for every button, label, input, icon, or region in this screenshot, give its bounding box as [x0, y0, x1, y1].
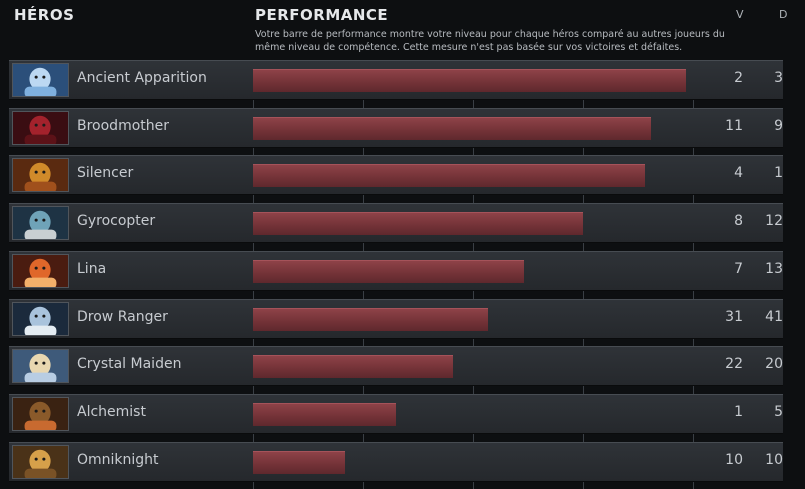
losses-count: 13: [765, 260, 783, 277]
performance-column-header[interactable]: PERFORMANCE: [255, 6, 389, 24]
heroes-column-header[interactable]: HÉROS: [14, 6, 75, 24]
losses-count: 3: [774, 70, 783, 86]
hero-row[interactable]: Ancient Apparition 2 3: [9, 60, 783, 99]
hero-portrait: [12, 444, 69, 479]
performance-bar: [253, 402, 396, 426]
losses-count: 41: [765, 308, 783, 325]
hero-name[interactable]: Lina: [77, 260, 107, 277]
wins-count: 11: [725, 117, 743, 134]
wins-count: 22: [725, 356, 743, 373]
hero-portrait: [12, 158, 69, 193]
performance-track: [253, 307, 693, 331]
hero-name[interactable]: Ancient Apparition: [77, 70, 207, 86]
losses-column-header[interactable]: D: [779, 8, 788, 21]
hero-portrait: [12, 301, 69, 336]
performance-bar: [253, 259, 524, 283]
wins-count: 2: [734, 70, 743, 86]
hero-portrait: [12, 349, 69, 384]
hero-portrait: [12, 253, 69, 288]
performance-track: [253, 355, 693, 379]
wins-count: 31: [725, 308, 743, 325]
losses-count: 5: [774, 403, 783, 420]
losses-count: 12: [765, 213, 783, 230]
hero-name[interactable]: Drow Ranger: [77, 308, 168, 325]
wins-column-header[interactable]: V: [736, 8, 744, 21]
performance-track: [253, 402, 693, 426]
performance-track: [253, 164, 693, 188]
performance-bar: [253, 355, 454, 379]
wins-count: 10: [725, 451, 743, 468]
hero-row[interactable]: Drow Ranger 31 41: [9, 298, 783, 338]
hero-portrait: [12, 206, 69, 241]
performance-bar: [253, 69, 687, 92]
performance-description: Votre barre de performance montre votre …: [255, 29, 725, 53]
performance-track: [253, 116, 693, 140]
hero-name[interactable]: Alchemist: [77, 403, 146, 420]
hero-row[interactable]: Lina 7 13: [9, 250, 783, 290]
hero-row[interactable]: Omniknight 10 10: [9, 441, 783, 481]
losses-count: 1: [774, 165, 783, 182]
hero-row[interactable]: Alchemist 1 5: [9, 393, 783, 433]
wins-count: 8: [734, 213, 743, 230]
hero-row[interactable]: Broodmother 11 9: [9, 107, 783, 147]
hero-portrait: [12, 110, 69, 145]
hero-row[interactable]: Silencer 4 1: [9, 155, 783, 195]
losses-count: 10: [765, 451, 783, 468]
wins-count: 4: [734, 165, 743, 182]
wins-count: 7: [734, 260, 743, 277]
losses-count: 9: [774, 117, 783, 134]
losses-count: 20: [765, 356, 783, 373]
wins-count: 1: [734, 403, 743, 420]
performance-bar: [253, 212, 583, 236]
hero-name[interactable]: Gyrocopter: [77, 213, 156, 230]
hero-name[interactable]: Silencer: [77, 165, 134, 182]
hero-name[interactable]: Broodmother: [77, 117, 170, 134]
performance-track: [253, 212, 693, 236]
performance-bar: [253, 307, 489, 331]
hero-row[interactable]: Gyrocopter 8 12: [9, 203, 783, 243]
performance-bar: [253, 450, 346, 474]
hero-name[interactable]: Omniknight: [77, 451, 159, 468]
performance-track: [253, 259, 693, 283]
hero-row[interactable]: Crystal Maiden 22 20: [9, 346, 783, 386]
performance-bar: [253, 164, 645, 188]
hero-name[interactable]: Crystal Maiden: [77, 356, 182, 373]
hero-portrait: [12, 396, 69, 431]
performance-track: [253, 450, 693, 474]
table-header: HÉROS PERFORMANCE V D Votre barre de per…: [0, 0, 805, 60]
hero-portrait: [12, 63, 69, 97]
performance-bar: [253, 116, 652, 140]
performance-track: [253, 69, 693, 92]
